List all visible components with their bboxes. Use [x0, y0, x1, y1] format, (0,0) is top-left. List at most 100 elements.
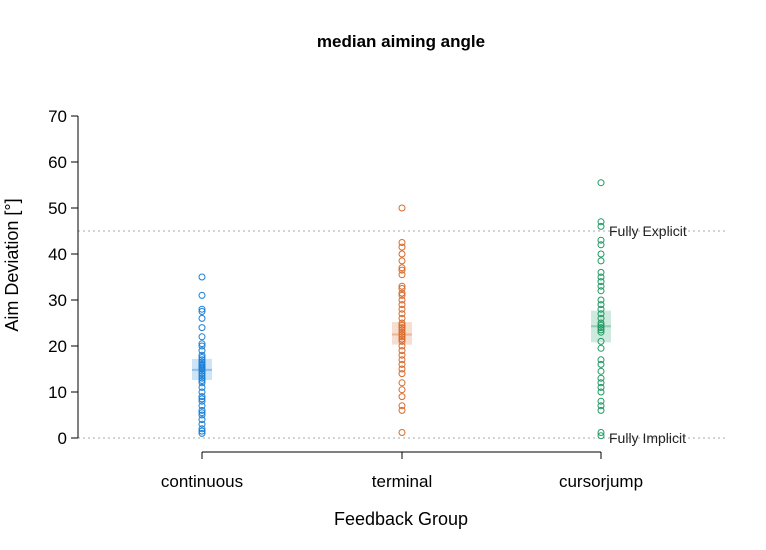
- data-point: [398, 314, 406, 322]
- data-point: [198, 347, 206, 355]
- data-point: [398, 337, 406, 345]
- data-point: [198, 291, 206, 299]
- reference-line-label: Fully Explicit: [609, 223, 687, 239]
- data-point: [597, 374, 605, 382]
- data-point: [398, 266, 406, 274]
- data-point: [198, 420, 206, 428]
- data-point: [198, 411, 206, 419]
- data-point: [597, 326, 605, 334]
- y-axis-title: Aim Deviation [°]: [2, 198, 22, 331]
- y-tick-label: 20: [48, 337, 67, 356]
- x-tick-label: terminal: [372, 472, 432, 491]
- data-point: [398, 333, 406, 341]
- data-point: [597, 222, 605, 230]
- data-point: [597, 402, 605, 410]
- y-tick-label: 40: [48, 245, 67, 264]
- data-point: [198, 388, 206, 396]
- data-point: [398, 282, 406, 290]
- data-point: [597, 282, 605, 290]
- data-point: [398, 365, 406, 373]
- data-point: [198, 367, 206, 375]
- data-point: [198, 354, 206, 361]
- data-point: [398, 285, 406, 292]
- data-point: [398, 264, 406, 272]
- data-point: [398, 328, 406, 336]
- chart-title: median aiming angle: [317, 32, 485, 51]
- data-point: [398, 305, 406, 313]
- data-point: [198, 342, 206, 350]
- data-point: [597, 257, 605, 265]
- data-point: [198, 273, 206, 281]
- data-point: [398, 351, 406, 359]
- reference-line-label: Fully Implicit: [609, 430, 686, 446]
- data-point: [398, 335, 406, 343]
- data-point: [597, 236, 605, 244]
- data-point: [398, 250, 406, 258]
- data-point: [597, 344, 605, 352]
- data-point: [597, 432, 605, 440]
- x-tick-label: continuous: [161, 472, 243, 491]
- data-point: [198, 416, 206, 424]
- data-point: [597, 179, 605, 187]
- data-point: [198, 402, 206, 410]
- reference-lines: Fully Explicit Fully Implicit: [78, 223, 726, 446]
- data-point: [398, 321, 406, 329]
- data-point: [398, 360, 406, 368]
- data-point: [398, 347, 406, 355]
- data-point: [198, 395, 206, 403]
- data-point: [597, 314, 605, 322]
- data-point: [398, 324, 406, 332]
- data-point: [398, 342, 406, 350]
- y-tick-label: 0: [58, 429, 67, 448]
- data-point: [597, 388, 605, 396]
- data-point: [597, 337, 605, 345]
- data-point: [198, 372, 206, 380]
- data-point: [398, 331, 406, 338]
- data-point: [398, 296, 406, 304]
- data-point: [198, 393, 206, 401]
- data-point: [198, 427, 206, 435]
- data-point: [597, 241, 605, 249]
- data-point: [597, 367, 605, 375]
- data-point: [198, 374, 206, 382]
- data-point: [198, 333, 206, 341]
- data-point: [398, 370, 406, 378]
- data-point: [398, 301, 406, 309]
- data-point: [398, 393, 406, 401]
- data-point: [597, 310, 605, 318]
- axes: 0 10 20 30 40 50 60 70 continuous terminal cursorj…: [48, 107, 643, 491]
- y-tick-label: 50: [48, 199, 67, 218]
- data-point: [398, 271, 406, 279]
- data-point: [198, 383, 206, 391]
- data-point: [597, 301, 605, 309]
- data-point: [198, 305, 206, 313]
- data-point: [198, 340, 206, 348]
- data-point: [398, 386, 406, 394]
- data-point: [597, 379, 605, 387]
- data-point: [597, 296, 605, 304]
- data-point: [198, 406, 206, 414]
- data-point: [198, 409, 206, 417]
- data-point: [198, 429, 206, 437]
- y-tick-label: 60: [48, 153, 67, 172]
- data-point: [398, 356, 406, 364]
- data-points: [198, 179, 605, 440]
- data-point: [597, 406, 605, 414]
- data-point: [597, 360, 605, 368]
- data-point: [198, 425, 206, 433]
- data-point: [597, 250, 605, 258]
- data-point: [597, 319, 605, 327]
- data-point: [198, 377, 206, 384]
- data-point: [198, 397, 206, 405]
- data-point: [597, 305, 605, 313]
- data-point: [398, 289, 406, 297]
- data-point: [198, 370, 206, 378]
- data-point: [398, 257, 406, 265]
- data-point: [398, 379, 406, 387]
- data-point: [597, 428, 605, 436]
- data-point: [398, 204, 406, 212]
- data-point: [597, 324, 605, 332]
- data-point: [398, 326, 406, 334]
- data-point: [398, 319, 406, 327]
